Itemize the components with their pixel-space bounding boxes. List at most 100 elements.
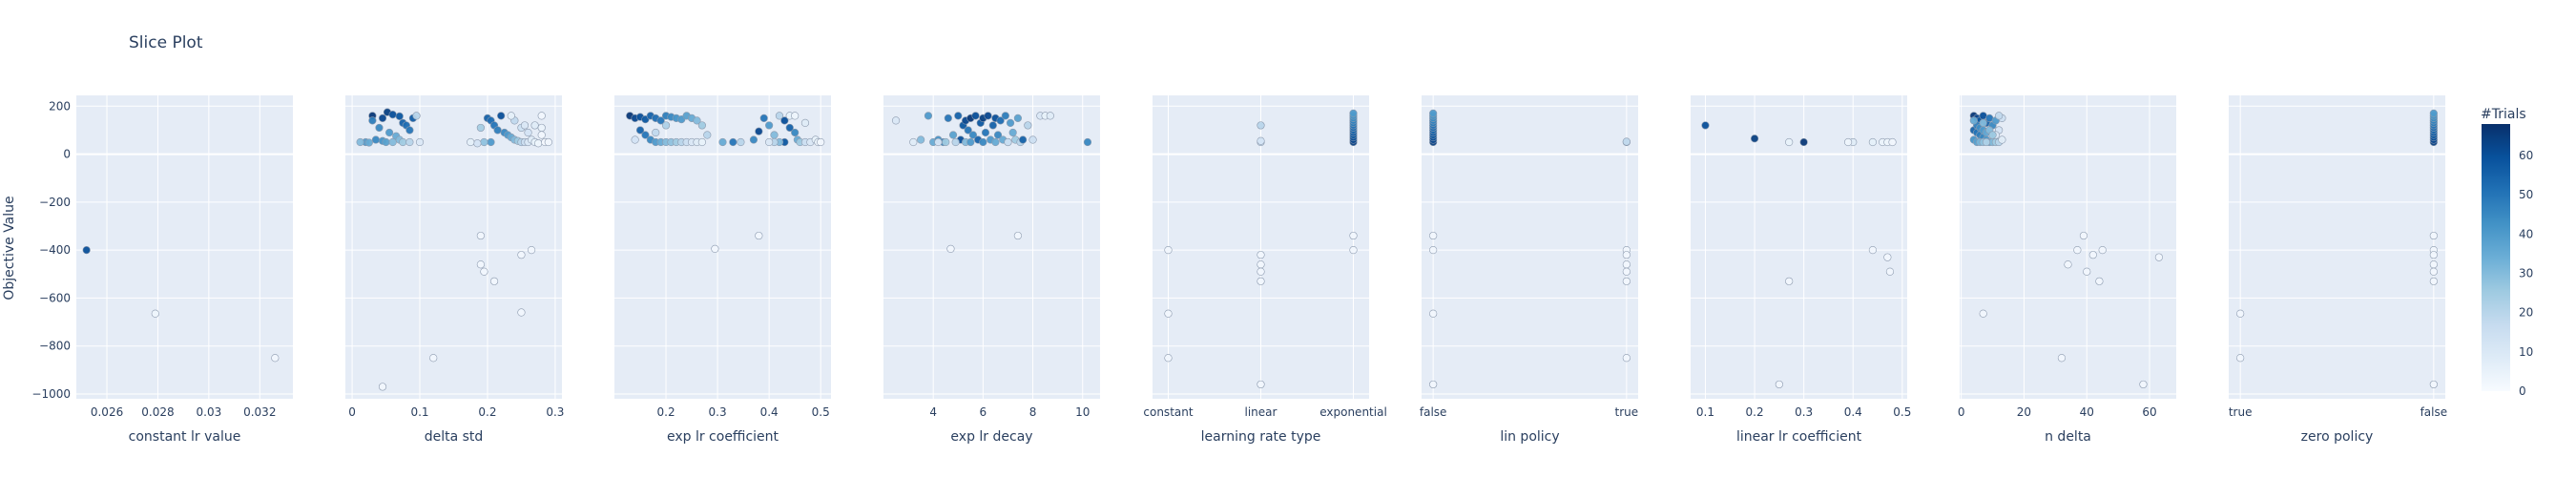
data-point [791,112,800,120]
data-point [480,137,488,147]
data-point [399,137,407,147]
data-point [480,267,488,276]
x-axis-title: n delta [2045,429,2091,445]
data-point [964,126,972,135]
x-tick-label: 0.4 [1844,405,1862,419]
data-point [1013,231,1022,240]
data-point [981,128,990,137]
data-point [507,112,515,120]
y-tick-label: −1000 [31,387,71,401]
colorbar-gradient [2482,124,2510,391]
data-point [1349,231,1358,240]
colorbar-tick-label: 60 [2519,149,2533,162]
data-point [375,123,384,133]
data-point [1622,354,1631,363]
data-point [2073,246,2082,255]
data-point [1868,246,1877,255]
data-point [1349,246,1358,255]
data-point [405,126,414,135]
data-point [1969,116,1978,125]
data-point [1622,277,1631,285]
data-point [775,112,784,120]
data-point [1008,128,1017,137]
x-tick-label: 0.2 [478,405,496,419]
data-point [1001,112,1009,120]
data-point [1257,251,1265,259]
colorbar-tick-label: 50 [2519,188,2533,201]
data-point [1349,109,1358,117]
data-point [2236,354,2245,363]
data-point [993,131,1003,139]
data-point [271,354,280,363]
data-point [1998,135,2006,144]
x-tick-label: 60 [2142,405,2156,419]
data-point [991,137,1000,147]
x-axis-title: exp lr coefficient [667,429,779,445]
data-point [2064,260,2072,269]
data-point [966,137,975,147]
data-point [1868,137,1877,147]
panel-background [1422,95,1638,399]
data-point [988,121,997,130]
data-point [909,137,918,147]
x-tick-label: 0.4 [760,405,779,419]
data-point [1982,137,1991,147]
slice-panel: 0.1 0.2 0.3 0.4 0.5 linear lr coefficient [1691,95,1911,445]
data-point [2429,231,2438,240]
data-point [729,137,737,147]
data-point [2429,251,2438,259]
x-tick-label: 0.03 [197,405,222,419]
data-point [635,126,645,135]
data-point [1006,118,1015,128]
x-tick-label: 20 [2017,405,2031,419]
data-point [697,137,706,147]
x-tick-label: 10 [1075,405,1090,419]
data-point [517,251,526,259]
data-point [979,137,987,147]
data-point [493,126,502,135]
y-tick-label: 200 [49,99,71,113]
data-point [1785,137,1794,147]
data-point [1257,121,1265,130]
data-point [996,116,1005,125]
data-point [924,112,933,120]
x-tick-label: 0.5 [812,405,830,419]
data-point [984,112,992,120]
data-point [791,128,800,137]
x-axis-title: zero policy [2301,429,2374,445]
data-point [2429,267,2438,276]
data-point [2154,253,2164,261]
data-point [537,131,546,139]
slice-panel: true false zero policy [2229,95,2447,445]
x-axis-title: lin policy [1500,429,1559,445]
x-tick-label: 0.028 [141,405,174,419]
data-point [151,309,159,318]
data-point [405,137,414,147]
data-point [395,112,404,120]
data-point [2139,380,2148,389]
x-tick-label: 0.1 [410,405,428,419]
data-point [476,123,485,133]
data-point [770,131,779,139]
data-point [1701,121,1710,130]
x-tick-label: false [2420,405,2448,419]
panel-background [76,95,293,399]
data-point [1257,267,1265,276]
data-point [1429,309,1438,318]
data-point [968,131,978,139]
data-point [1019,135,1028,144]
data-point [1988,131,1997,139]
data-point [1979,309,1987,318]
data-point [652,128,660,137]
data-point [800,118,810,128]
data-point [1429,246,1438,255]
data-point [948,131,958,139]
data-point [382,137,390,147]
data-point [1885,267,1895,276]
data-point [656,116,665,125]
data-point [759,114,768,122]
data-point [2088,251,2097,259]
data-point [2079,231,2088,240]
data-point [1995,112,2004,120]
